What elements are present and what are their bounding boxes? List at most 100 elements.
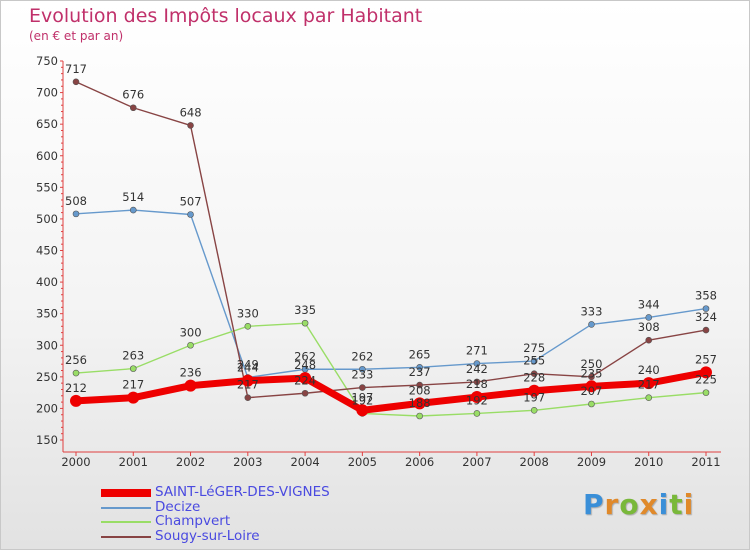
x-tick-label: 2009 bbox=[577, 455, 606, 469]
logo-letter: i bbox=[683, 488, 695, 521]
data-label: 271 bbox=[466, 344, 488, 358]
data-label: 324 bbox=[695, 310, 717, 324]
data-point bbox=[700, 366, 712, 379]
data-label: 207 bbox=[580, 384, 602, 398]
y-tick-label: 400 bbox=[36, 275, 58, 289]
data-point bbox=[301, 319, 309, 327]
data-label: 265 bbox=[409, 347, 431, 361]
data-label: 212 bbox=[65, 381, 87, 395]
legend-label: SAINT-LéGER-DES-VIGNES bbox=[155, 484, 330, 500]
x-tick-label: 2010 bbox=[634, 455, 663, 469]
data-label: 335 bbox=[294, 303, 316, 317]
y-tick-label: 500 bbox=[36, 212, 58, 226]
data-point bbox=[702, 305, 710, 312]
data-label: 240 bbox=[638, 363, 660, 377]
x-tick-label: 2000 bbox=[61, 455, 90, 469]
data-point bbox=[184, 379, 197, 392]
y-tick-label: 650 bbox=[36, 117, 58, 131]
legend-swatch bbox=[101, 506, 151, 509]
legend-label: Decize bbox=[155, 498, 201, 515]
data-point bbox=[359, 384, 366, 391]
data-point bbox=[530, 370, 538, 377]
data-point bbox=[702, 326, 710, 334]
data-point bbox=[301, 389, 309, 397]
data-point bbox=[359, 365, 366, 373]
x-tick-label: 2002 bbox=[176, 455, 205, 469]
data-label: 508 bbox=[65, 194, 87, 208]
series-line bbox=[72, 368, 710, 414]
logo-letter: r bbox=[604, 488, 620, 521]
data-label: 514 bbox=[122, 190, 144, 204]
legend-label: Champvert bbox=[155, 513, 231, 529]
data-point bbox=[645, 394, 653, 401]
data-point bbox=[187, 341, 194, 349]
y-tick-label: 600 bbox=[36, 149, 58, 163]
data-label: 242 bbox=[466, 362, 488, 376]
data-label: 218 bbox=[466, 377, 488, 391]
data-label: 188 bbox=[409, 396, 431, 410]
y-tick-label: 700 bbox=[36, 86, 58, 100]
series-line bbox=[75, 209, 707, 379]
data-label: 333 bbox=[580, 304, 602, 318]
data-label: 648 bbox=[180, 105, 202, 119]
data-label: 676 bbox=[122, 88, 144, 102]
data-point bbox=[187, 211, 194, 218]
data-point bbox=[129, 104, 137, 112]
data-label: 233 bbox=[351, 368, 373, 382]
data-point bbox=[416, 381, 423, 389]
data-label: 217 bbox=[638, 378, 660, 392]
data-label: 192 bbox=[351, 393, 373, 407]
data-point bbox=[129, 365, 137, 372]
data-point bbox=[127, 391, 140, 404]
data-point bbox=[530, 357, 538, 365]
logo-letter: x bbox=[639, 488, 659, 521]
y-tick-label: 550 bbox=[36, 180, 58, 194]
y-tick-label: 450 bbox=[36, 244, 58, 258]
data-point bbox=[299, 372, 312, 385]
data-label: 507 bbox=[180, 194, 202, 208]
logo-letter: i bbox=[658, 488, 670, 521]
x-tick-label: 2001 bbox=[119, 455, 148, 469]
data-point bbox=[72, 210, 80, 218]
data-point bbox=[187, 122, 194, 129]
data-label: 717 bbox=[65, 62, 87, 76]
y-tick-label: 250 bbox=[36, 370, 58, 384]
data-label: 248 bbox=[294, 358, 316, 372]
data-point bbox=[642, 377, 655, 390]
y-tick-label: 200 bbox=[36, 401, 58, 415]
legend-label: Sougy-sur-Loire bbox=[155, 527, 260, 544]
data-label: 250 bbox=[580, 357, 602, 371]
data-point bbox=[244, 394, 252, 401]
x-tick-label: 2003 bbox=[233, 455, 262, 469]
legend-swatch bbox=[101, 521, 151, 524]
series-line bbox=[75, 81, 707, 399]
data-label: 275 bbox=[523, 341, 545, 355]
data-point bbox=[473, 360, 481, 367]
x-tick-label: 2007 bbox=[462, 455, 491, 469]
data-point bbox=[645, 336, 653, 344]
x-tick-label: 2008 bbox=[520, 455, 549, 469]
data-point bbox=[413, 397, 426, 410]
data-label: 308 bbox=[638, 320, 660, 334]
data-point bbox=[588, 400, 595, 408]
data-point bbox=[72, 369, 80, 377]
data-label: 235 bbox=[580, 366, 602, 380]
data-point bbox=[528, 384, 541, 397]
data-point bbox=[588, 373, 595, 381]
data-label: 237 bbox=[409, 365, 431, 379]
x-tick-label: 2006 bbox=[405, 455, 434, 469]
data-point bbox=[588, 321, 595, 328]
data-label: 263 bbox=[122, 349, 144, 363]
data-label: 256 bbox=[65, 353, 87, 367]
data-label: 262 bbox=[351, 349, 373, 363]
data-point bbox=[241, 374, 254, 387]
legend-swatch bbox=[101, 535, 151, 538]
logo-letter: o bbox=[619, 488, 640, 521]
data-point bbox=[530, 407, 538, 414]
data-point bbox=[473, 378, 481, 386]
data-point bbox=[72, 78, 80, 86]
x-tick-label: 2011 bbox=[691, 455, 720, 469]
data-label: 262 bbox=[294, 349, 316, 363]
data-label: 208 bbox=[409, 383, 431, 397]
